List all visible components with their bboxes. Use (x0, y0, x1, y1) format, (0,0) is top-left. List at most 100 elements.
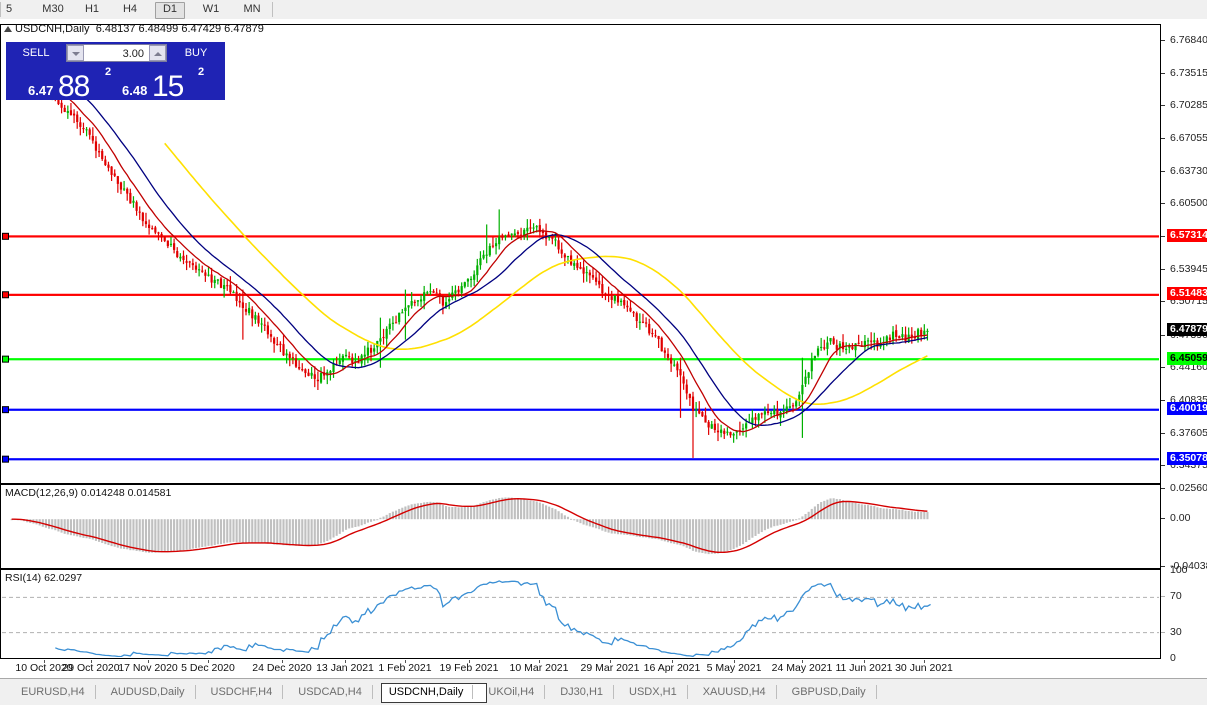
price-tick-label: 6.67055 (1170, 131, 1207, 144)
chart-tab-audusd-daily[interactable]: AUDUSD,Daily (110, 686, 185, 698)
tab-separator (544, 685, 546, 699)
price-tick-label: 6.63730 (1170, 165, 1207, 178)
price-tag-red: 6.57314 (1167, 228, 1207, 242)
tab-separator (613, 685, 615, 699)
tab-separator (686, 685, 688, 699)
buy-price-main: 15 (152, 70, 184, 100)
macd-tick-mark (1161, 566, 1165, 568)
timeframe-w1[interactable]: W1 (202, 3, 220, 15)
macd-title: MACD(12,26,9) 0.014248 0.014581 (5, 487, 172, 499)
date-axis-label: 5 Dec 2020 (181, 662, 235, 674)
date-tick-mark (539, 660, 540, 663)
buy-button[interactable]: BUY (171, 44, 221, 62)
chart-tab-ukoil-h4[interactable]: UKOil,H4 (488, 686, 535, 698)
timeframe-m30[interactable]: M30 (42, 3, 64, 15)
chart-tab-usdchf-h4[interactable]: USDCHF,H4 (210, 686, 273, 698)
price-tick-label: 6.70285 (1170, 99, 1207, 112)
volume-decrement-button[interactable] (67, 45, 84, 61)
price-scale[interactable]: 6.76840 6.73515 6.70285 6.67055 6.63730 6.605… (1160, 24, 1207, 484)
date-tick-mark (282, 660, 283, 663)
price-tick-mark (1161, 432, 1165, 434)
macd-tick-label: 0.00 (1170, 512, 1191, 525)
date-tick-mark (405, 660, 406, 663)
price-tick-mark (1161, 465, 1165, 467)
date-tick-mark (924, 660, 925, 663)
price-tick-label: 6.76840 (1170, 33, 1207, 46)
rsi-tick-label: 100 (1170, 564, 1188, 576)
chart-tab-gbpusd-daily[interactable]: GBPUSD,Daily (791, 686, 866, 698)
tab-separator (875, 685, 877, 699)
sell-price-prefix: 6.47 (28, 83, 54, 98)
price-tick-mark (1161, 269, 1165, 271)
trade-panel-controls: SELL 3.00 BUY (6, 42, 225, 64)
price-tag-blue: 6.35078 (1167, 451, 1207, 465)
price-tick-mark (1161, 39, 1165, 41)
sell-button[interactable]: SELL (10, 44, 62, 62)
date-axis-label: 16 Apr 2021 (643, 662, 701, 674)
price-tick-label: 6.73515 (1170, 66, 1207, 79)
timeframe-d1[interactable]: D1 (155, 2, 185, 19)
one-click-trading-panel[interactable]: SELL 3.00 BUY 6.47 88 2 6.48 15 2 (6, 42, 225, 100)
price-tick-mark (1161, 105, 1165, 107)
price-tag-green: 6.45059 (1167, 351, 1207, 365)
timeframe-h1[interactable]: H1 (84, 3, 100, 15)
volume-input[interactable]: 3.00 (66, 44, 167, 62)
buy-price-display[interactable]: 6.48 15 2 (116, 65, 225, 100)
date-tick-mark (91, 660, 92, 663)
date-axis-label: 24 Dec 2020 (252, 662, 312, 674)
date-axis-label: 10 Oct 2020 (15, 662, 73, 674)
price-tick-mark (1161, 72, 1165, 74)
rsi-tick-mark (1161, 631, 1165, 633)
rsi-tick-label: 0 (1170, 652, 1176, 664)
price-chart-panel[interactable] (0, 24, 1161, 484)
toolbar-separator (0, 2, 1, 17)
date-axis[interactable]: 10 Oct 2020 29 Oct 2020 17 Nov 2020 5 Dec 2… (0, 660, 1161, 678)
date-tick-mark (672, 660, 673, 663)
tab-separator (194, 685, 196, 699)
chart-ohlc-values: 6.48137 6.48499 6.47429 6.47879 (95, 23, 264, 35)
chart-tab-xauusd-h4[interactable]: XAUUSD,H4 (702, 686, 766, 698)
timeframe-5[interactable]: 5 (5, 3, 13, 15)
date-tick-mark (864, 660, 865, 663)
date-axis-label: 30 Jun 2021 (895, 662, 953, 674)
chevron-up-icon (154, 52, 162, 56)
buy-price-prefix: 6.48 (122, 83, 148, 98)
chart-tab-dj30-h1[interactable]: DJ30,H1 (560, 686, 604, 698)
rsi-tick-label: 70 (1170, 590, 1182, 603)
timeframe-mn[interactable]: MN (243, 3, 261, 15)
macd-tick-label: -0.040388 (1170, 560, 1207, 573)
date-tick-mark (148, 660, 149, 663)
chart-collapse-icon[interactable] (4, 26, 12, 33)
price-tick-label: 6.37605 (1170, 426, 1207, 439)
chart-symbol-label: USDCNH,Daily (15, 23, 90, 35)
rsi-title: RSI(14) 62.0297 (5, 572, 83, 584)
macd-indicator-panel[interactable]: MACD(12,26,9) 0.014248 0.014581 (0, 484, 1161, 569)
price-tick-mark (1161, 367, 1165, 369)
price-tick-mark (1161, 137, 1165, 139)
tab-separator (94, 685, 96, 699)
rsi-indicator-panel[interactable]: RSI(14) 62.0297 (0, 569, 1161, 659)
volume-value: 3.00 (122, 48, 144, 60)
chart-tab-usdcad-h4[interactable]: USDCAD,H4 (298, 686, 362, 698)
price-tick-mark (1161, 334, 1165, 336)
sell-price-fraction: 2 (105, 66, 112, 78)
macd-scale: 0.025609 0.00 -0.040388 (1160, 482, 1207, 573)
date-axis-label: 13 Jan 2021 (316, 662, 374, 674)
volume-increment-button[interactable] (149, 45, 166, 61)
date-axis-label: 1 Feb 2021 (378, 662, 432, 674)
chart-tab-eurusd-h4[interactable]: EURUSD,H4 (21, 686, 85, 698)
price-candlestick-plot[interactable] (2, 26, 1159, 482)
timeframe-h4[interactable]: H4 (122, 3, 138, 15)
chevron-down-icon (72, 52, 80, 56)
tab-separator (472, 685, 474, 699)
sell-price-display[interactable]: 6.47 88 2 (6, 65, 113, 100)
date-tick-mark (734, 660, 735, 663)
chart-area[interactable]: USDCNH,Daily 6.48137 6.48499 6.47429 6.4… (0, 19, 1207, 678)
date-axis-label: 17 Nov 2020 (118, 662, 178, 674)
chart-symbol-header: USDCNH,Daily 6.48137 6.48499 6.47429 6.4… (4, 23, 264, 35)
date-axis-label: 11 Jun 2021 (835, 662, 893, 674)
chart-tab-usdcnh-daily[interactable]: USDCNH,Daily (380, 683, 488, 703)
date-axis-label: 19 Feb 2021 (439, 662, 499, 674)
chart-tab-usdx-h1[interactable]: USDX,H1 (629, 686, 677, 698)
